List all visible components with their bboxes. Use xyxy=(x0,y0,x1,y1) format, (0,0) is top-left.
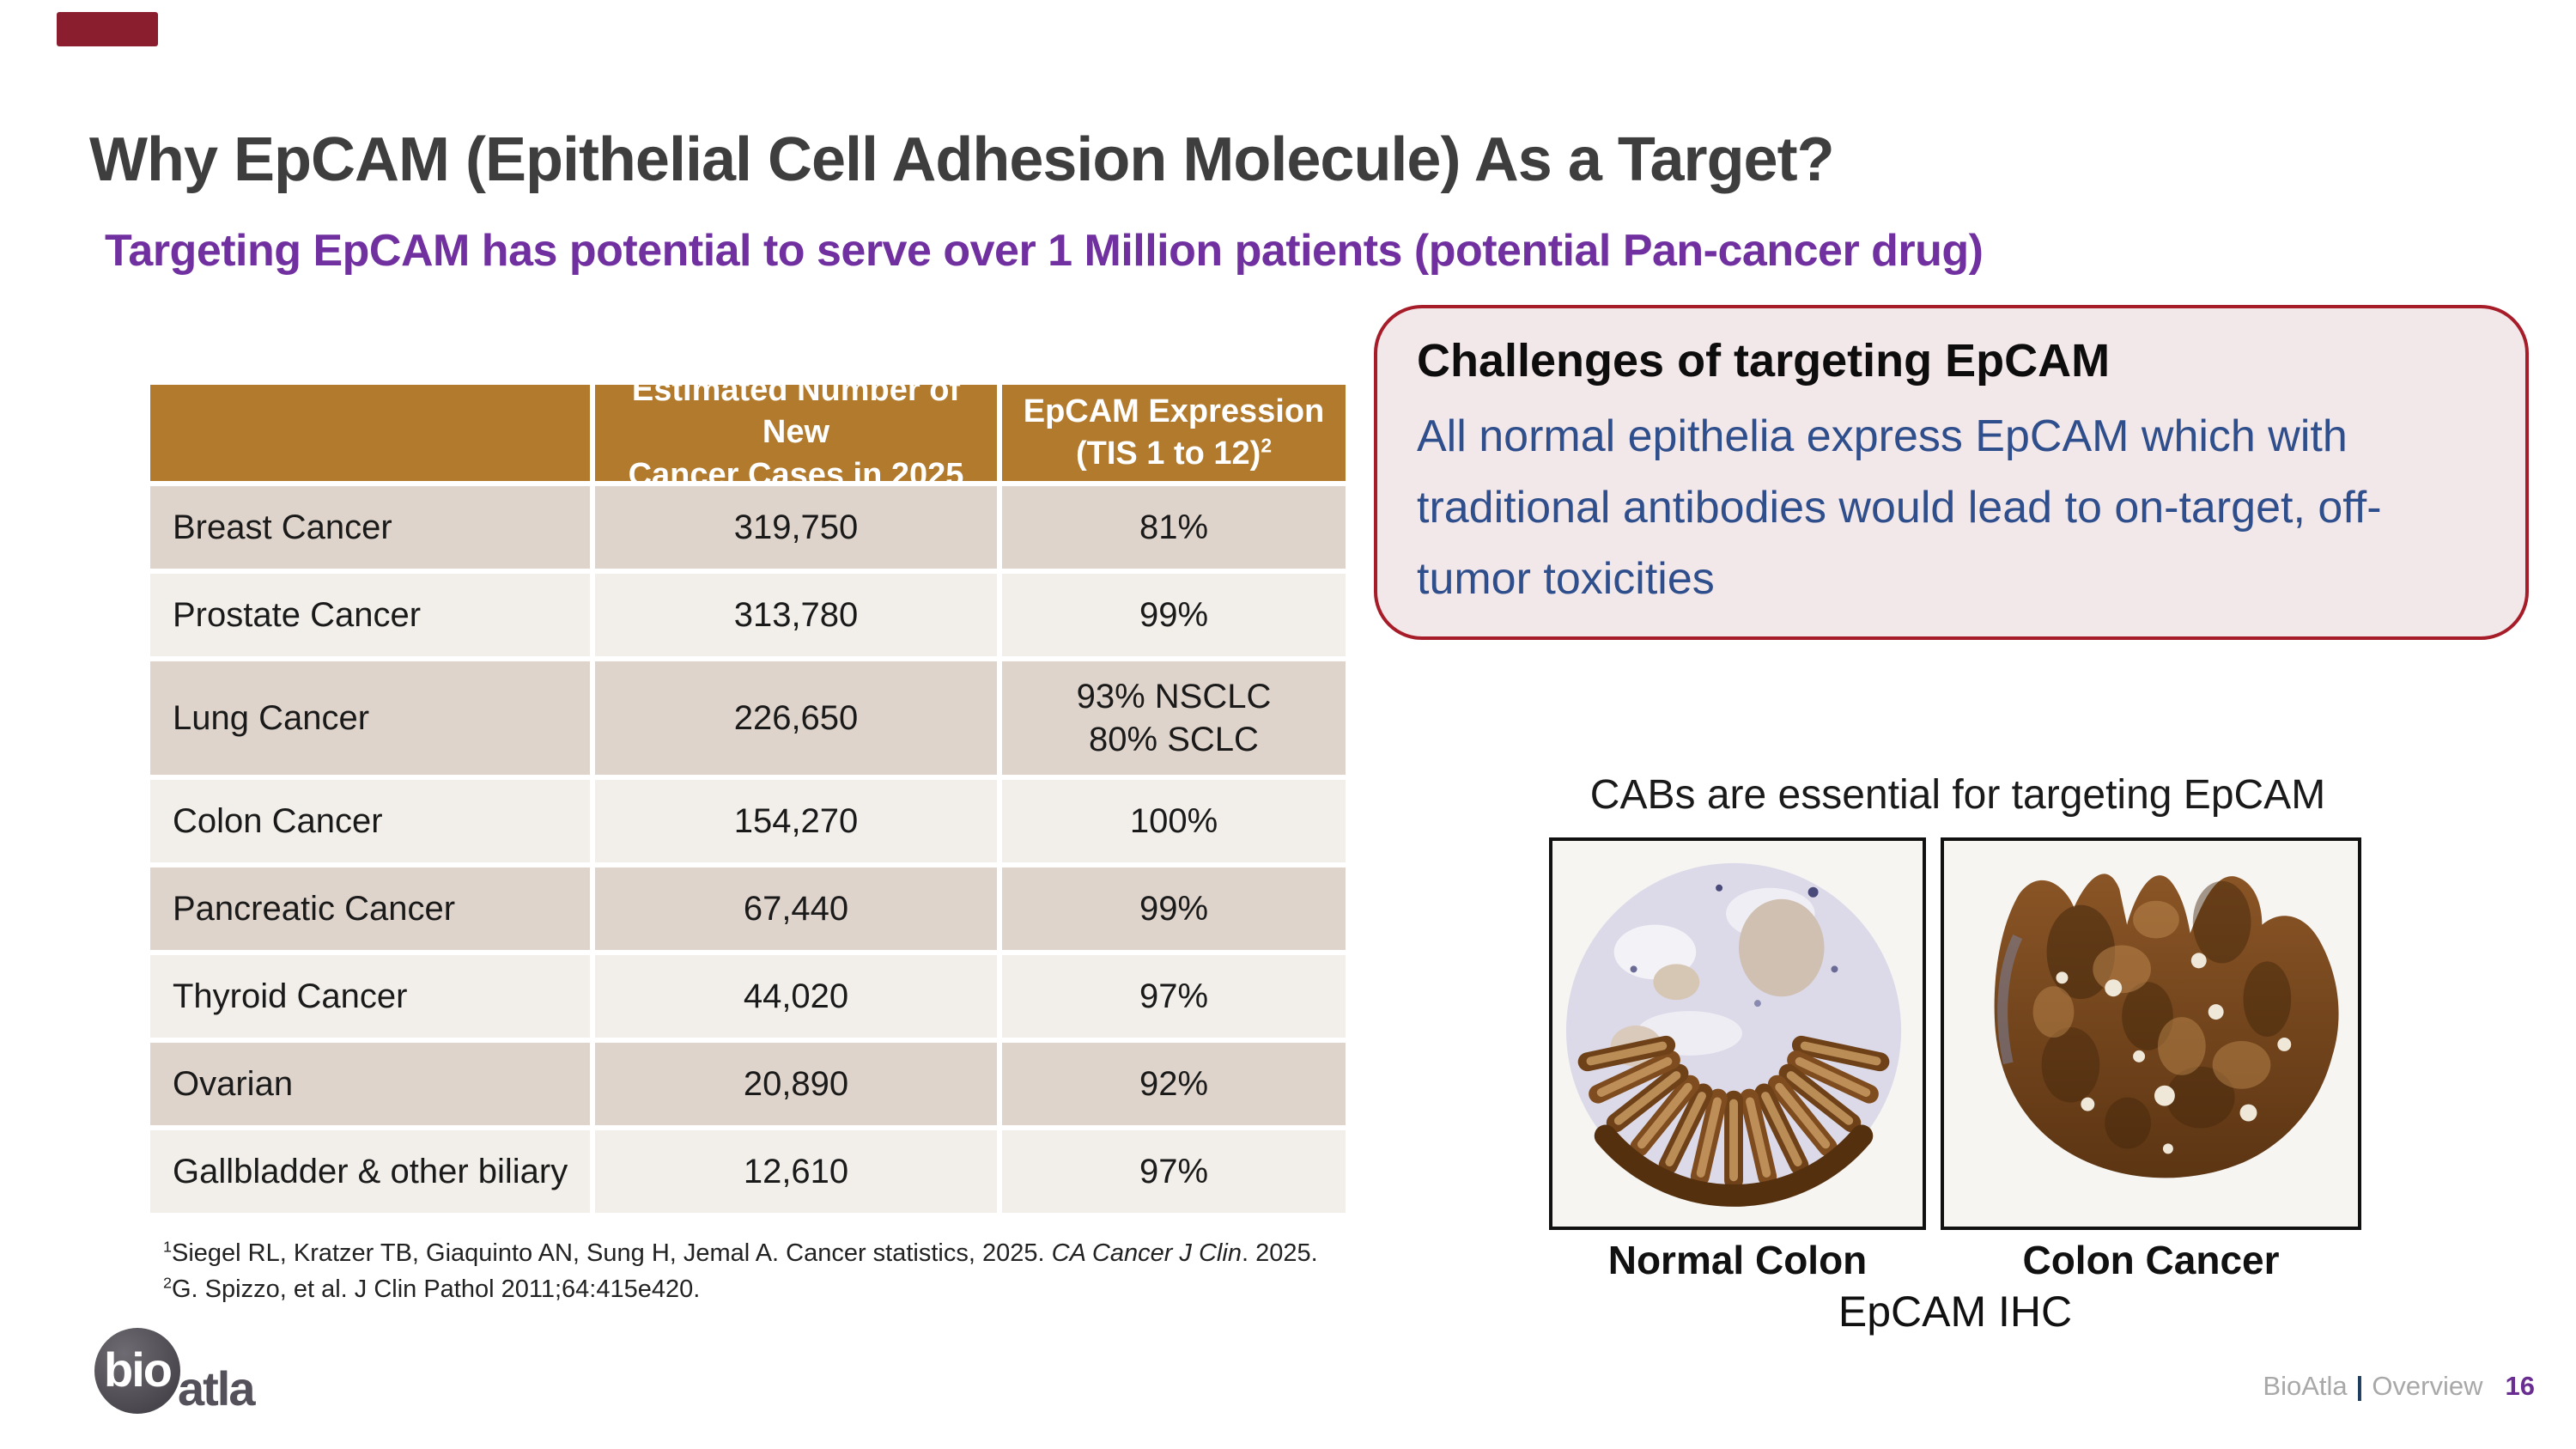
table-header-expression-line1: EpCAM Expression xyxy=(1023,393,1325,429)
slide-title: Why EpCAM (Epithelial Cell Adhesion Mole… xyxy=(89,125,1835,194)
footnote-1-marker: 1 xyxy=(163,1238,172,1256)
challenges-callout-box: Challenges of targeting EpCAM All normal… xyxy=(1374,305,2529,640)
table-cell-expression: 97% xyxy=(1002,955,1346,1038)
footer-page-number: 16 xyxy=(2505,1371,2535,1401)
bioatla-logo-bio: bio xyxy=(104,1342,173,1397)
epcam-ihc-caption: EpCAM IHC xyxy=(1838,1288,2073,1336)
table-cell-expression: 93% NSCLC 80% SCLC xyxy=(1002,661,1346,775)
footnote-2-text: G. Spizzo, et al. J Clin Pathol 2011;64:… xyxy=(172,1275,701,1304)
table-cell-cancer: Pancreatic Cancer xyxy=(150,868,590,950)
footnote-1-journal: CA Cancer J Clin xyxy=(1051,1239,1242,1267)
colon-cancer-label: Colon Cancer xyxy=(2022,1238,2280,1282)
footnote-2-marker: 2 xyxy=(163,1274,172,1292)
table-cell-cases: 20,890 xyxy=(595,1043,997,1125)
normal-colon-ihc-image xyxy=(1549,837,1926,1230)
table-header-cases-line1: Estimated Number of New xyxy=(631,371,961,451)
footer-section: Overview xyxy=(2372,1371,2483,1401)
table-cell-cancer: Breast Cancer xyxy=(150,486,590,569)
bioatla-logo-circle xyxy=(94,1328,180,1414)
bioatla-logo-atla: atla xyxy=(178,1361,255,1416)
table-cell-cases: 319,750 xyxy=(595,486,997,569)
footnotes: 1Siegel RL, Kratzer TB, Giaquinto AN, Su… xyxy=(163,1235,1318,1307)
slide-footer: BioAtla | Overview 16 xyxy=(2263,1371,2535,1402)
table-header-expression: EpCAM Expression (TIS 1 to 12)2 xyxy=(1002,385,1346,481)
footnote-2: 2G. Spizzo, et al. J Clin Pathol 2011;64… xyxy=(163,1271,1318,1307)
table-cell-cancer: Colon Cancer xyxy=(150,780,590,862)
table-header-expression-line2: (TIS 1 to 12) xyxy=(1075,435,1261,472)
table-cell-cancer: Ovarian xyxy=(150,1043,590,1125)
table-header-expression-footnote-ref: 2 xyxy=(1261,434,1273,457)
table-cell-expression: 99% xyxy=(1002,868,1346,950)
table-header-empty xyxy=(150,385,590,481)
table-cell-cancer: Prostate Cancer xyxy=(150,574,590,656)
table-cell-expression: 81% xyxy=(1002,486,1346,569)
slide-corner-accent xyxy=(57,12,158,46)
slide-subtitle: Targeting EpCAM has potential to serve o… xyxy=(105,226,1984,276)
footnote-1-year: . 2025. xyxy=(1241,1239,1318,1267)
normal-colon-label: Normal Colon xyxy=(1607,1238,1868,1282)
cabs-heading: CABs are essential for targeting EpCAM xyxy=(1589,772,2326,818)
challenges-body: All normal epithelia express EpCAM which… xyxy=(1417,411,2382,605)
colon-cancer-ihc-image xyxy=(1941,837,2361,1230)
epcam-expression-table: Estimated Number of New Cancer Cases in … xyxy=(150,372,1346,1213)
footnote-1: 1Siegel RL, Kratzer TB, Giaquinto AN, Su… xyxy=(163,1235,1318,1271)
table-cell-cases: 44,020 xyxy=(595,955,997,1038)
table-cell-cases: 313,780 xyxy=(595,574,997,656)
table-cell-expression: 92% xyxy=(1002,1043,1346,1125)
table-header-cases: Estimated Number of New Cancer Cases in … xyxy=(595,372,997,493)
table-cell-expression: 99% xyxy=(1002,574,1346,656)
footnote-1-text: Siegel RL, Kratzer TB, Giaquinto AN, Sun… xyxy=(172,1239,1052,1267)
table-cell-cancer: Thyroid Cancer xyxy=(150,955,590,1038)
footer-separator: | xyxy=(2355,1371,2364,1401)
bioatla-logo: bio atla xyxy=(94,1328,404,1431)
footer-brand: BioAtla xyxy=(2263,1371,2348,1401)
table-cell-cases: 67,440 xyxy=(595,868,997,950)
table-cell-cases: 226,650 xyxy=(595,661,997,775)
normal-colon-illustration xyxy=(1552,841,1923,1227)
challenges-title: Challenges of targeting EpCAM xyxy=(1417,335,2111,387)
table-cell-cancer: Gallbladder & other biliary xyxy=(150,1130,590,1213)
colon-cancer-illustration xyxy=(1944,841,2358,1227)
table-cell-expression: 100% xyxy=(1002,780,1346,862)
table-cell-cases: 154,270 xyxy=(595,780,997,862)
table-cell-cancer: Lung Cancer xyxy=(150,661,590,775)
table-cell-cases: 12,610 xyxy=(595,1130,997,1213)
table-cell-expression: 97% xyxy=(1002,1130,1346,1213)
